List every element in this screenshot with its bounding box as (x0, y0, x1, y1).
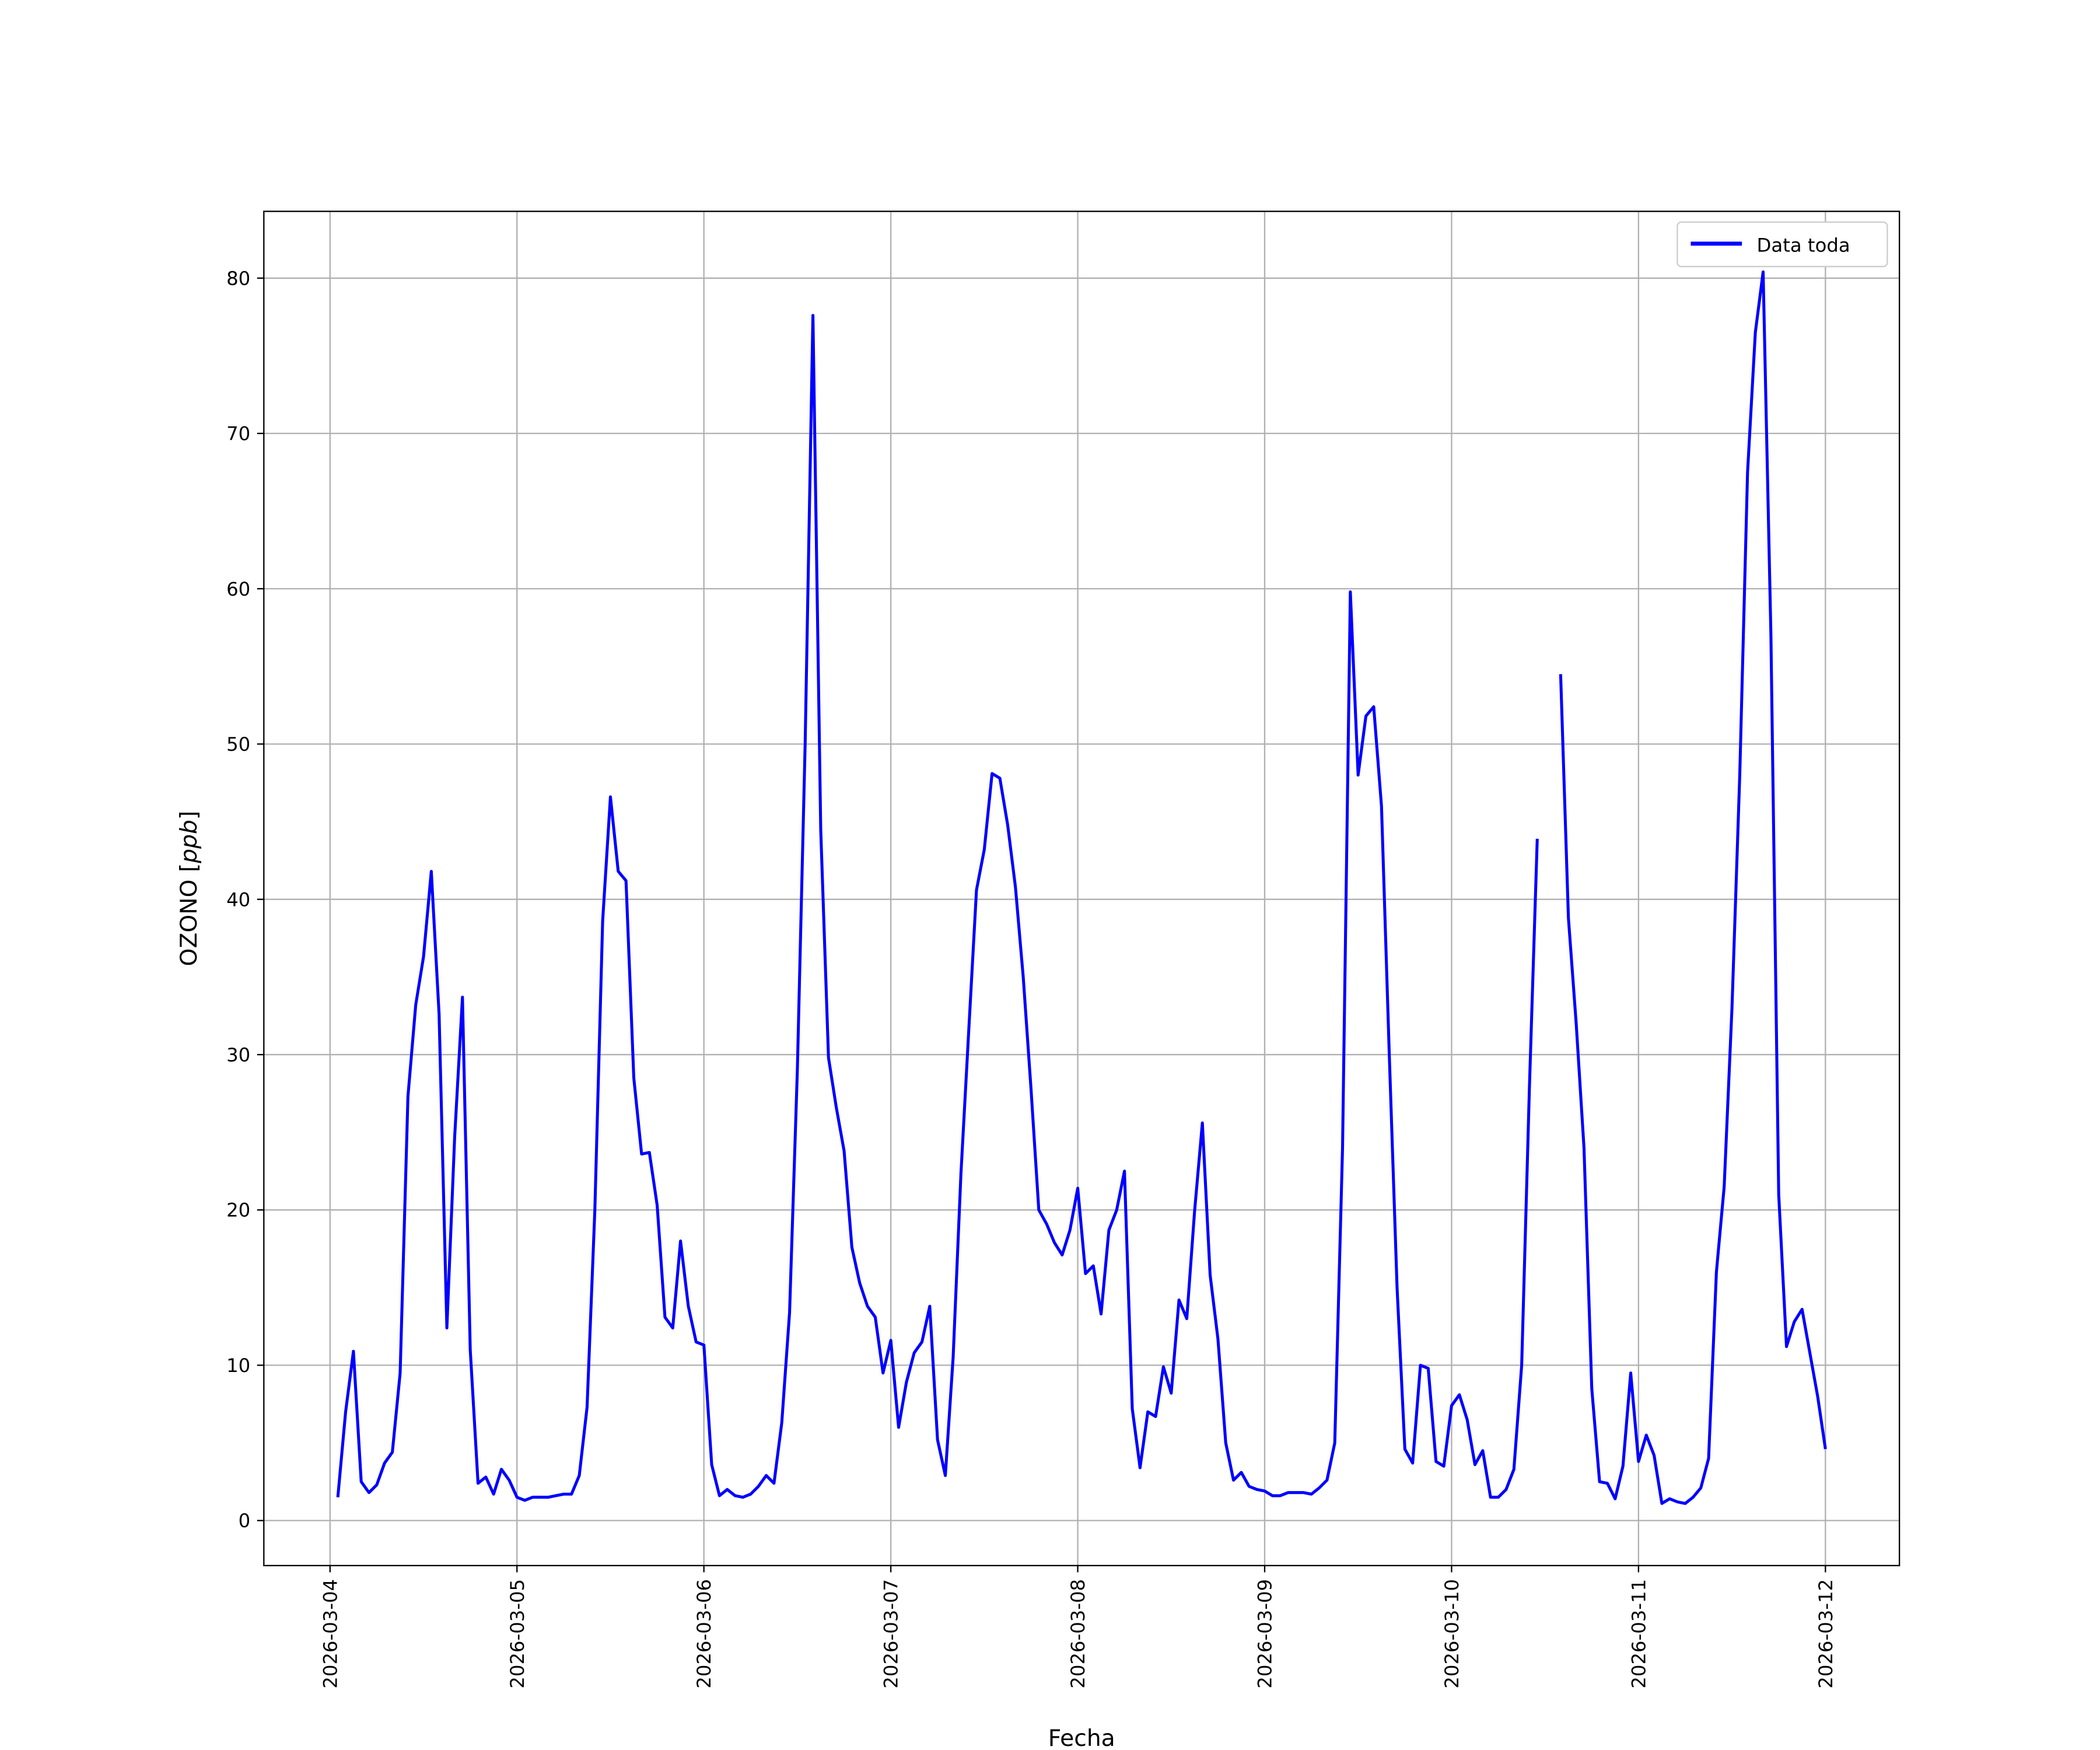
x-tick-label: 2026-03-06 (693, 1579, 715, 1689)
x-tick-label: 2026-03-08 (1067, 1579, 1089, 1689)
x-tick-label: 2026-03-10 (1441, 1579, 1463, 1689)
y-tick-label: 40 (226, 888, 250, 911)
x-tick-label: 2026-03-04 (319, 1579, 341, 1689)
legend-box (1676, 221, 1888, 268)
plot-frame (263, 211, 1901, 1566)
y-axis-label-main: OZONO (176, 880, 202, 967)
y-axis-ticks: 0 10 20 30 40 50 60 70 80 (226, 267, 264, 1532)
y-tick-label: 20 (226, 1199, 250, 1222)
x-axis-label: Fecha (1048, 1726, 1115, 1750)
y-axis-label: OZONO [ppb] (176, 811, 202, 967)
grid (264, 211, 1900, 1566)
y-tick-label: 10 (226, 1354, 250, 1377)
y-tick-label: 70 (226, 423, 250, 445)
x-tick-label: 2026-03-05 (506, 1579, 528, 1689)
y-tick-label: 50 (226, 733, 250, 755)
x-axis-ticks: 2026-03-04 2026-03-05 2026-03-06 2026-03-07… (319, 1565, 1837, 1689)
y-tick-label: 80 (226, 267, 250, 289)
series-data-toda (336, 270, 1827, 1505)
x-tick-label: 2026-03-07 (880, 1579, 902, 1689)
y-axis-label-unit: ppb (176, 820, 202, 864)
y-tick-label: 60 (226, 578, 250, 600)
y-tick-label: 0 (239, 1510, 251, 1532)
x-tick-label: 2026-03-11 (1628, 1579, 1650, 1689)
series-line-segment (336, 314, 1539, 1502)
y-tick-label: 30 (226, 1044, 250, 1066)
x-tick-label: 2026-03-12 (1815, 1579, 1837, 1689)
series-line-segment (1559, 270, 1827, 1505)
legend-label: Data toda (1757, 235, 1850, 257)
legend: Data toda (1676, 221, 1888, 268)
x-tick-label: 2026-03-09 (1254, 1579, 1276, 1689)
